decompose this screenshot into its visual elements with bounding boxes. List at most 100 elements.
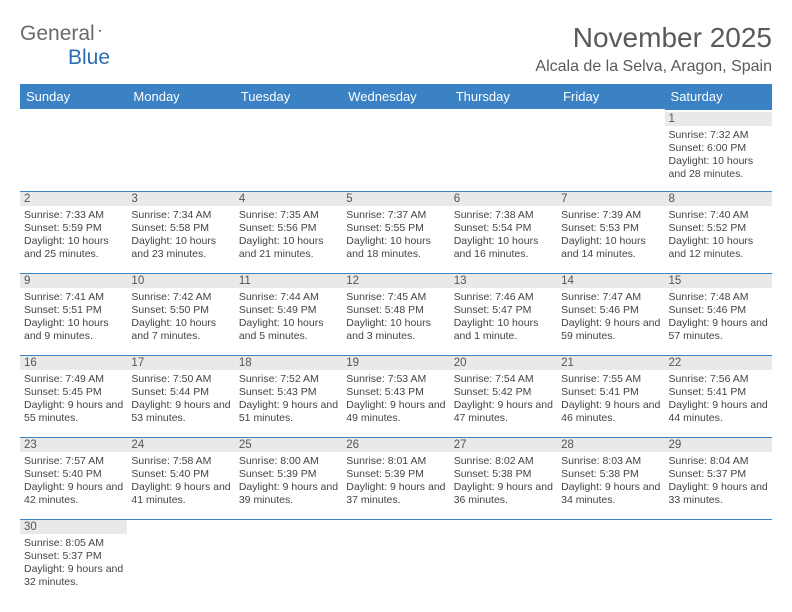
daylight-text: Daylight: 9 hours and 41 minutes. [131,481,230,507]
sunrise-text: Sunrise: 7:41 AM [24,291,123,304]
day-details: Sunrise: 7:42 AMSunset: 5:50 PMDaylight:… [127,288,234,347]
logo: General [20,22,121,46]
day-number: 1 [665,112,772,126]
day-number: 19 [342,356,449,370]
sunset-text: Sunset: 6:00 PM [669,142,768,155]
calendar-cell: 11Sunrise: 7:44 AMSunset: 5:49 PMDayligh… [235,273,342,355]
calendar-cell: 19Sunrise: 7:53 AMSunset: 5:43 PMDayligh… [342,355,449,437]
sunrise-text: Sunrise: 7:53 AM [346,373,445,386]
day-number: 23 [20,438,127,452]
day-details: Sunrise: 7:52 AMSunset: 5:43 PMDaylight:… [235,370,342,429]
calendar-cell: 9Sunrise: 7:41 AMSunset: 5:51 PMDaylight… [20,273,127,355]
day-details: Sunrise: 7:58 AMSunset: 5:40 PMDaylight:… [127,452,234,511]
calendar-cell: 12Sunrise: 7:45 AMSunset: 5:48 PMDayligh… [342,273,449,355]
sunrise-text: Sunrise: 7:57 AM [24,455,123,468]
calendar-week-row: 30Sunrise: 8:05 AMSunset: 5:37 PMDayligh… [20,519,772,601]
calendar-cell: 27Sunrise: 8:02 AMSunset: 5:38 PMDayligh… [450,437,557,519]
day-number: 27 [450,438,557,452]
sunset-text: Sunset: 5:46 PM [561,304,660,317]
calendar-week-row: 16Sunrise: 7:49 AMSunset: 5:45 PMDayligh… [20,355,772,437]
day-number: 8 [665,192,772,206]
weekday-header: Monday [127,84,234,109]
calendar-cell [235,109,342,191]
calendar-cell [557,109,664,191]
calendar-cell: 28Sunrise: 8:03 AMSunset: 5:38 PMDayligh… [557,437,664,519]
day-details: Sunrise: 7:32 AMSunset: 6:00 PMDaylight:… [665,126,772,185]
day-number: 18 [235,356,342,370]
calendar-cell [342,109,449,191]
daylight-text: Daylight: 10 hours and 14 minutes. [561,235,660,261]
daylight-text: Daylight: 9 hours and 32 minutes. [24,563,123,589]
calendar-cell: 15Sunrise: 7:48 AMSunset: 5:46 PMDayligh… [665,273,772,355]
day-number: 2 [20,192,127,206]
sunrise-text: Sunrise: 7:48 AM [669,291,768,304]
sunset-text: Sunset: 5:54 PM [454,222,553,235]
day-details: Sunrise: 7:34 AMSunset: 5:58 PMDaylight:… [127,206,234,265]
day-details: Sunrise: 7:35 AMSunset: 5:56 PMDaylight:… [235,206,342,265]
calendar-cell: 14Sunrise: 7:47 AMSunset: 5:46 PMDayligh… [557,273,664,355]
sunset-text: Sunset: 5:44 PM [131,386,230,399]
calendar-cell [127,519,234,601]
day-number: 21 [557,356,664,370]
daylight-text: Daylight: 9 hours and 53 minutes. [131,399,230,425]
day-number: 17 [127,356,234,370]
day-details: Sunrise: 7:33 AMSunset: 5:59 PMDaylight:… [20,206,127,265]
calendar-cell: 7Sunrise: 7:39 AMSunset: 5:53 PMDaylight… [557,191,664,273]
day-details: Sunrise: 8:03 AMSunset: 5:38 PMDaylight:… [557,452,664,511]
day-details: Sunrise: 7:55 AMSunset: 5:41 PMDaylight:… [557,370,664,429]
title-block: November 2025 Alcala de la Selva, Aragon… [535,22,772,76]
sunset-text: Sunset: 5:48 PM [346,304,445,317]
sunrise-text: Sunrise: 7:45 AM [346,291,445,304]
calendar-cell: 30Sunrise: 8:05 AMSunset: 5:37 PMDayligh… [20,519,127,601]
day-number: 9 [20,274,127,288]
sunrise-text: Sunrise: 7:56 AM [669,373,768,386]
sunset-text: Sunset: 5:58 PM [131,222,230,235]
day-number: 7 [557,192,664,206]
day-number: 25 [235,438,342,452]
sunset-text: Sunset: 5:46 PM [669,304,768,317]
calendar-cell: 16Sunrise: 7:49 AMSunset: 5:45 PMDayligh… [20,355,127,437]
sunset-text: Sunset: 5:38 PM [454,468,553,481]
day-number: 24 [127,438,234,452]
daylight-text: Daylight: 9 hours and 59 minutes. [561,317,660,343]
day-details: Sunrise: 7:44 AMSunset: 5:49 PMDaylight:… [235,288,342,347]
day-details: Sunrise: 7:47 AMSunset: 5:46 PMDaylight:… [557,288,664,347]
sunrise-text: Sunrise: 7:38 AM [454,209,553,222]
sunset-text: Sunset: 5:52 PM [669,222,768,235]
day-details: Sunrise: 7:56 AMSunset: 5:41 PMDaylight:… [665,370,772,429]
calendar-week-row: 2Sunrise: 7:33 AMSunset: 5:59 PMDaylight… [20,191,772,273]
weekday-header: Saturday [665,84,772,109]
sunset-text: Sunset: 5:49 PM [239,304,338,317]
sunrise-text: Sunrise: 8:04 AM [669,455,768,468]
sunrise-text: Sunrise: 7:39 AM [561,209,660,222]
daylight-text: Daylight: 10 hours and 9 minutes. [24,317,123,343]
calendar-week-row: 1Sunrise: 7:32 AMSunset: 6:00 PMDaylight… [20,109,772,191]
daylight-text: Daylight: 10 hours and 7 minutes. [131,317,230,343]
day-details: Sunrise: 8:04 AMSunset: 5:37 PMDaylight:… [665,452,772,511]
day-number: 10 [127,274,234,288]
day-details: Sunrise: 7:37 AMSunset: 5:55 PMDaylight:… [342,206,449,265]
calendar-cell [557,519,664,601]
sunset-text: Sunset: 5:55 PM [346,222,445,235]
daylight-text: Daylight: 10 hours and 18 minutes. [346,235,445,261]
sunrise-text: Sunrise: 7:55 AM [561,373,660,386]
calendar-cell: 17Sunrise: 7:50 AMSunset: 5:44 PMDayligh… [127,355,234,437]
day-number: 11 [235,274,342,288]
sunrise-text: Sunrise: 8:05 AM [24,537,123,550]
day-number: 29 [665,438,772,452]
calendar-week-row: 9Sunrise: 7:41 AMSunset: 5:51 PMDaylight… [20,273,772,355]
sunset-text: Sunset: 5:43 PM [239,386,338,399]
calendar-header-row: SundayMondayTuesdayWednesdayThursdayFrid… [20,84,772,109]
sunrise-text: Sunrise: 7:33 AM [24,209,123,222]
sunrise-text: Sunrise: 7:35 AM [239,209,338,222]
calendar-cell [342,519,449,601]
sunset-text: Sunset: 5:41 PM [669,386,768,399]
daylight-text: Daylight: 10 hours and 16 minutes. [454,235,553,261]
logo-text-blue: Blue [68,46,110,69]
header: General November 2025 Alcala de la Selva… [20,22,772,76]
day-details: Sunrise: 7:39 AMSunset: 5:53 PMDaylight:… [557,206,664,265]
calendar-cell: 5Sunrise: 7:37 AMSunset: 5:55 PMDaylight… [342,191,449,273]
calendar-cell: 2Sunrise: 7:33 AMSunset: 5:59 PMDaylight… [20,191,127,273]
calendar-cell: 1Sunrise: 7:32 AMSunset: 6:00 PMDaylight… [665,109,772,191]
calendar-cell [450,109,557,191]
